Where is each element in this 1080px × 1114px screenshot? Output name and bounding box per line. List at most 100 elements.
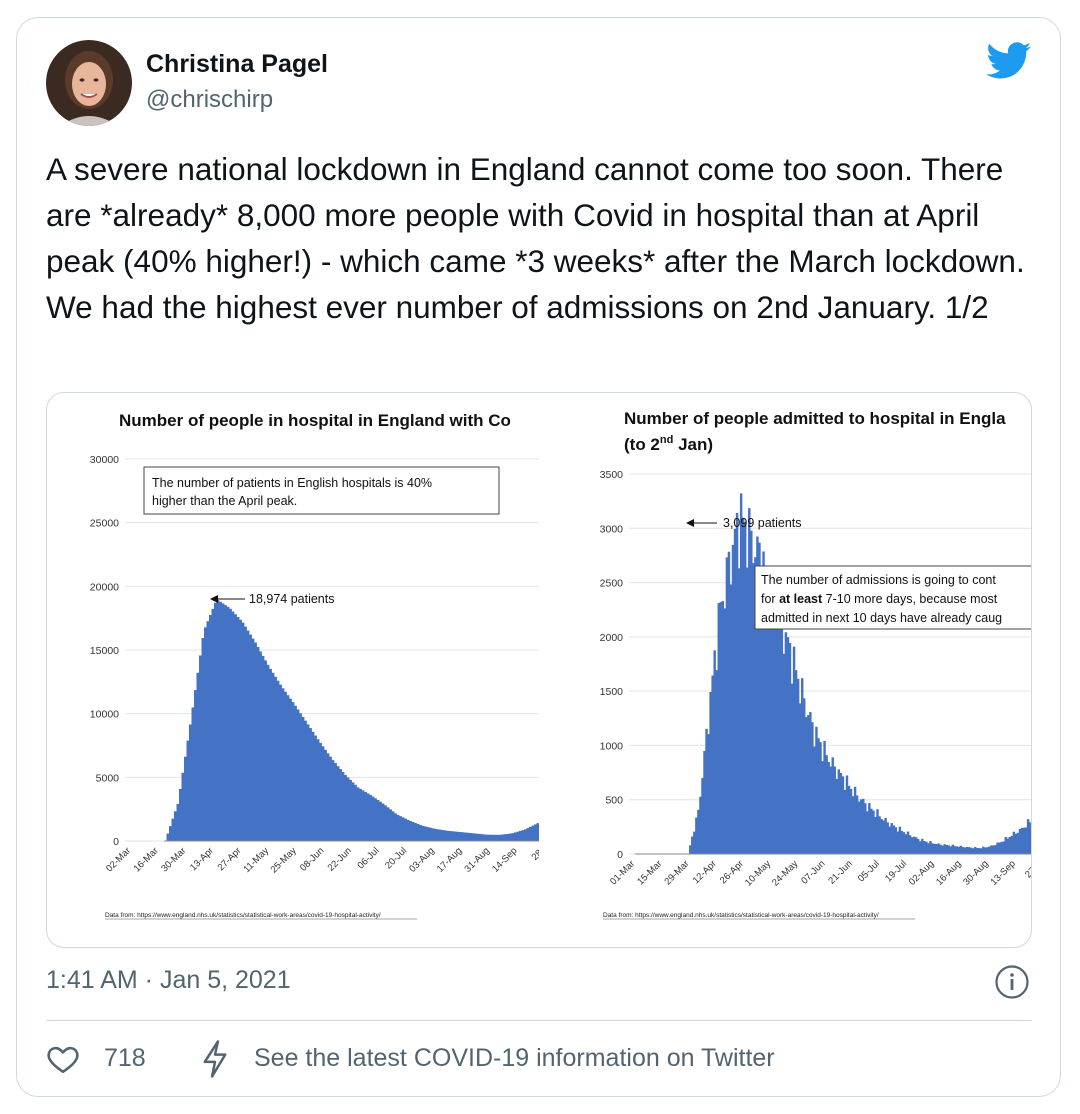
chart-2-bar [709, 691, 712, 854]
chart-2-bar [939, 844, 942, 854]
chart-1-x-tick-label: 25-May [269, 845, 299, 875]
author-handle[interactable]: @chrischirp [146, 86, 274, 113]
chart-2-bar [1016, 832, 1020, 854]
chart-2-bar [853, 786, 857, 854]
chart-2-bar [866, 811, 869, 854]
chart-2-bar [1024, 827, 1028, 854]
chart-1-bar [401, 817, 405, 841]
chart-2-bar [705, 728, 708, 854]
chart-1-bar [456, 831, 460, 841]
chart-2-y-tick-label: 0 [617, 849, 623, 861]
chart-2-bar [1000, 841, 1003, 854]
tweet-media[interactable]: Number of people in hospital in England … [46, 392, 1032, 948]
chart-2-bar [994, 845, 997, 854]
chart-2-bar [829, 766, 832, 854]
lightning-icon[interactable] [200, 1040, 230, 1078]
chart-1-bar [379, 801, 382, 841]
chart-1-bar [269, 668, 272, 841]
chart-2-bar [996, 842, 999, 854]
chart-1-bar [521, 830, 525, 841]
chart-2-bar [790, 683, 794, 854]
chart-2-y-tick-label: 1000 [600, 740, 624, 752]
like-count[interactable]: 718 [104, 1044, 146, 1072]
chart-2-bar [849, 788, 853, 854]
chart-2-x-tick-label: 12-Apr [691, 858, 719, 886]
chart-1-bar [231, 611, 235, 841]
chart-2-bar [923, 840, 926, 854]
chart-2-bar [904, 834, 908, 854]
chart-2-bar [711, 675, 714, 854]
chart-1-bar [509, 833, 512, 841]
chart-1-bar [436, 829, 440, 841]
chart-2-bar [733, 528, 737, 854]
heart-icon[interactable] [46, 1042, 80, 1076]
chart-1-bar [501, 834, 505, 841]
chart-2-x-tick-label: 29-Mar [662, 858, 691, 887]
chart-1-bar [409, 821, 412, 841]
chart-2-bar [978, 848, 981, 854]
chart-1-bar [309, 728, 312, 841]
chart-2-bar [908, 835, 912, 854]
chart-1-bar [479, 834, 482, 841]
chart-2-bar [860, 799, 863, 854]
chart-2-y-tick-label: 2000 [600, 632, 624, 644]
chart-2-bar [782, 653, 786, 854]
chart-1-y-tick-label: 0 [113, 836, 119, 848]
chart-1-bar [451, 831, 455, 841]
covid-info-link[interactable]: See the latest COVID-19 information on T… [254, 1044, 775, 1072]
chart-1-bar [174, 811, 177, 841]
chart-1-bar [459, 832, 462, 841]
chart-2-bar [851, 796, 855, 854]
tweet-timestamp[interactable]: 1:41 AM · Jan 5, 2021 [46, 966, 291, 994]
chart-1-bar [394, 813, 397, 841]
chart-2-bar [778, 600, 782, 854]
chart-1-bar [311, 731, 315, 841]
chart-1-bar [244, 626, 247, 841]
chart-1-bar [371, 796, 375, 841]
chart-2-bar [976, 848, 979, 854]
chart-2-bar [703, 750, 706, 854]
chart-1-bar [364, 791, 367, 841]
chart-2-annotation-line-2: for at least 7-10 more days, because mos… [761, 592, 998, 606]
chart-2-y-tick-label: 500 [605, 795, 623, 807]
chart-1-bar [499, 834, 502, 841]
chart-1-bar [294, 705, 297, 841]
chart-1-bar [359, 788, 362, 841]
chart-1-bar [424, 826, 427, 841]
chart-1-x-tick-label: 14-Sep [490, 845, 519, 874]
author-name[interactable]: Christina Pagel [146, 50, 328, 78]
chart-1-bar [529, 826, 532, 841]
chart-1-bar [224, 605, 227, 841]
author-avatar[interactable] [46, 40, 132, 126]
chart-2-bar [774, 612, 777, 854]
chart-2-bar [768, 621, 771, 854]
chart-1-bar [249, 634, 252, 841]
chart-1-bar [526, 828, 530, 841]
chart-1-bar [246, 630, 250, 841]
chart-1-bar [191, 707, 195, 841]
info-icon[interactable] [994, 964, 1030, 1000]
chart-1-bar [261, 655, 265, 841]
footer-divider [46, 1020, 1032, 1021]
chart-2-bar [937, 843, 940, 854]
chart-2-bar [986, 847, 989, 854]
chart-1-bar [264, 660, 267, 841]
chart-2-bar [955, 846, 959, 854]
chart-1-source: Data from: https://www.england.nhs.uk/st… [105, 912, 381, 919]
chart-1-annotation-box [143, 466, 500, 515]
chart-1-bar [356, 787, 360, 841]
chart-1-x-tick-label: 30-Mar [159, 845, 188, 874]
chart-1-bar [169, 826, 172, 841]
chart-1-bar [454, 831, 457, 841]
chart-2-bar [912, 836, 916, 854]
chart-2-bar [902, 832, 906, 854]
chart-1-bar [464, 832, 467, 841]
chart-1-bar [331, 760, 335, 841]
twitter-bird-icon[interactable] [986, 42, 1032, 80]
chart-2-bar [1022, 827, 1026, 854]
chart-1-bar [486, 834, 490, 841]
chart-2-bar [1030, 819, 1031, 854]
chart-2-bar [741, 517, 745, 854]
chart-2-bar [792, 646, 796, 854]
chart-2-bar [762, 551, 765, 854]
